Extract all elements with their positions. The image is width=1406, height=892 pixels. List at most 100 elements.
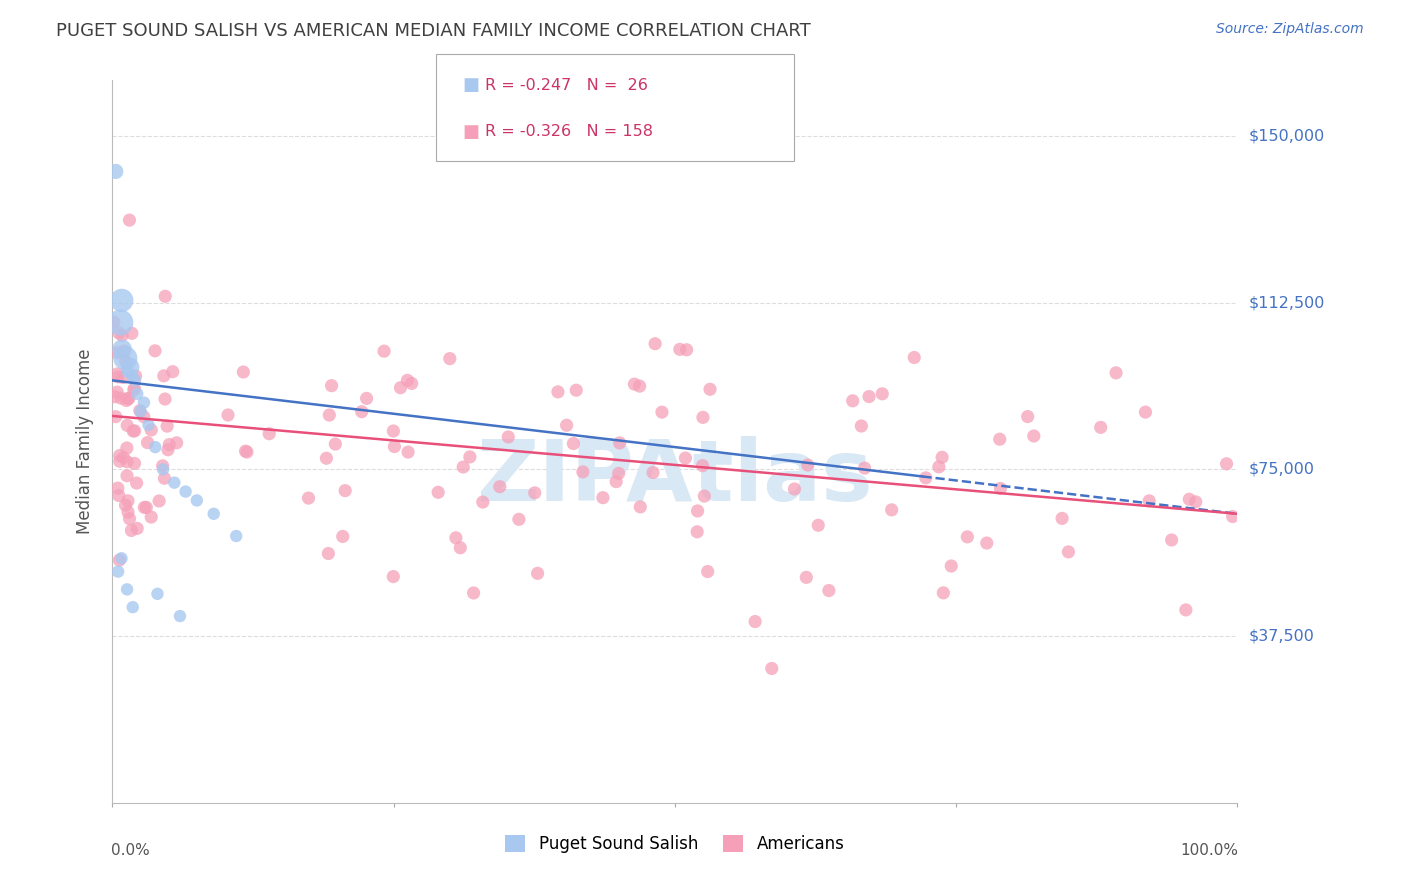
Point (508, 512, 530, 526)
Point (609, 436, 631, 450)
Point (471, 495, 494, 509)
Point (128, 403, 150, 417)
Point (115, 455, 138, 469)
Point (796, 458, 818, 472)
Point (157, 437, 180, 451)
Point (463, 586, 485, 600)
Point (115, 393, 138, 408)
Point (152, 462, 174, 476)
Point (110, 391, 132, 405)
Point (132, 395, 155, 409)
Point (990, 482, 1012, 496)
Point (110, 551, 132, 566)
Point (623, 377, 645, 392)
Point (384, 440, 406, 454)
Point (124, 457, 146, 471)
Point (1178, 492, 1201, 507)
Point (382, 424, 405, 438)
Point (120, 524, 142, 538)
Point (114, 354, 136, 368)
Point (104, 409, 127, 424)
Point (156, 419, 179, 434)
Point (186, 493, 208, 508)
Point (356, 392, 378, 406)
Point (350, 405, 373, 419)
Point (389, 381, 412, 395)
Point (1137, 494, 1160, 508)
Point (928, 459, 950, 474)
Point (696, 565, 718, 579)
Legend: Puget Sound Salish, Americans: Puget Sound Salish, Americans (499, 828, 851, 860)
Point (523, 486, 546, 500)
Point (105, 367, 128, 381)
Point (117, 505, 139, 519)
Point (105, 345, 128, 359)
Point (141, 510, 163, 524)
Point (153, 392, 176, 406)
Point (129, 404, 152, 418)
Point (818, 583, 841, 598)
Point (141, 423, 163, 437)
Y-axis label: Median Family Income: Median Family Income (76, 349, 94, 534)
Point (111, 343, 134, 357)
Text: PUGET SOUND SALISH VS AMERICAN MEDIAN FAMILY INCOME CORRELATION CHART: PUGET SOUND SALISH VS AMERICAN MEDIAN FA… (56, 22, 811, 40)
Point (628, 500, 651, 514)
Point (107, 565, 129, 579)
Point (118, 392, 141, 406)
Point (870, 386, 893, 401)
Point (127, 521, 149, 535)
Point (1174, 603, 1197, 617)
Text: $150,000: $150,000 (1249, 128, 1324, 144)
Point (117, 392, 139, 406)
Point (107, 326, 129, 340)
Point (124, 424, 146, 438)
Point (651, 405, 673, 419)
Point (903, 351, 925, 365)
Point (122, 383, 145, 397)
Point (120, 360, 142, 375)
Point (135, 500, 157, 515)
Point (124, 373, 146, 387)
Point (166, 435, 188, 450)
Point (110, 316, 132, 330)
Point (547, 384, 569, 399)
Point (628, 379, 651, 393)
Point (117, 493, 139, 508)
Point (122, 424, 145, 438)
Point (232, 365, 254, 379)
Point (297, 491, 319, 505)
Point (115, 441, 138, 455)
Point (169, 609, 191, 624)
Point (114, 351, 136, 366)
Point (692, 410, 714, 425)
Point (555, 418, 578, 433)
Point (225, 529, 247, 543)
Point (105, 385, 128, 400)
Point (449, 541, 471, 555)
Point (572, 465, 595, 479)
Point (373, 344, 395, 359)
Point (257, 426, 280, 441)
Point (794, 570, 817, 584)
Point (675, 343, 697, 357)
Point (115, 418, 138, 433)
Text: ZIPAtlas: ZIPAtlas (477, 436, 873, 519)
Point (318, 408, 340, 422)
Point (931, 450, 953, 465)
Point (107, 481, 129, 495)
Point (108, 553, 131, 567)
Point (693, 489, 716, 503)
Point (444, 531, 467, 545)
Point (439, 351, 461, 366)
Point (932, 586, 955, 600)
Text: R = -0.326   N = 158: R = -0.326 N = 158 (485, 124, 652, 139)
Point (217, 408, 239, 422)
Point (692, 458, 714, 473)
Point (111, 293, 134, 308)
Point (118, 512, 141, 526)
Point (592, 491, 614, 505)
Point (956, 530, 979, 544)
Point (880, 503, 903, 517)
Point (132, 409, 155, 424)
Point (1215, 457, 1237, 471)
